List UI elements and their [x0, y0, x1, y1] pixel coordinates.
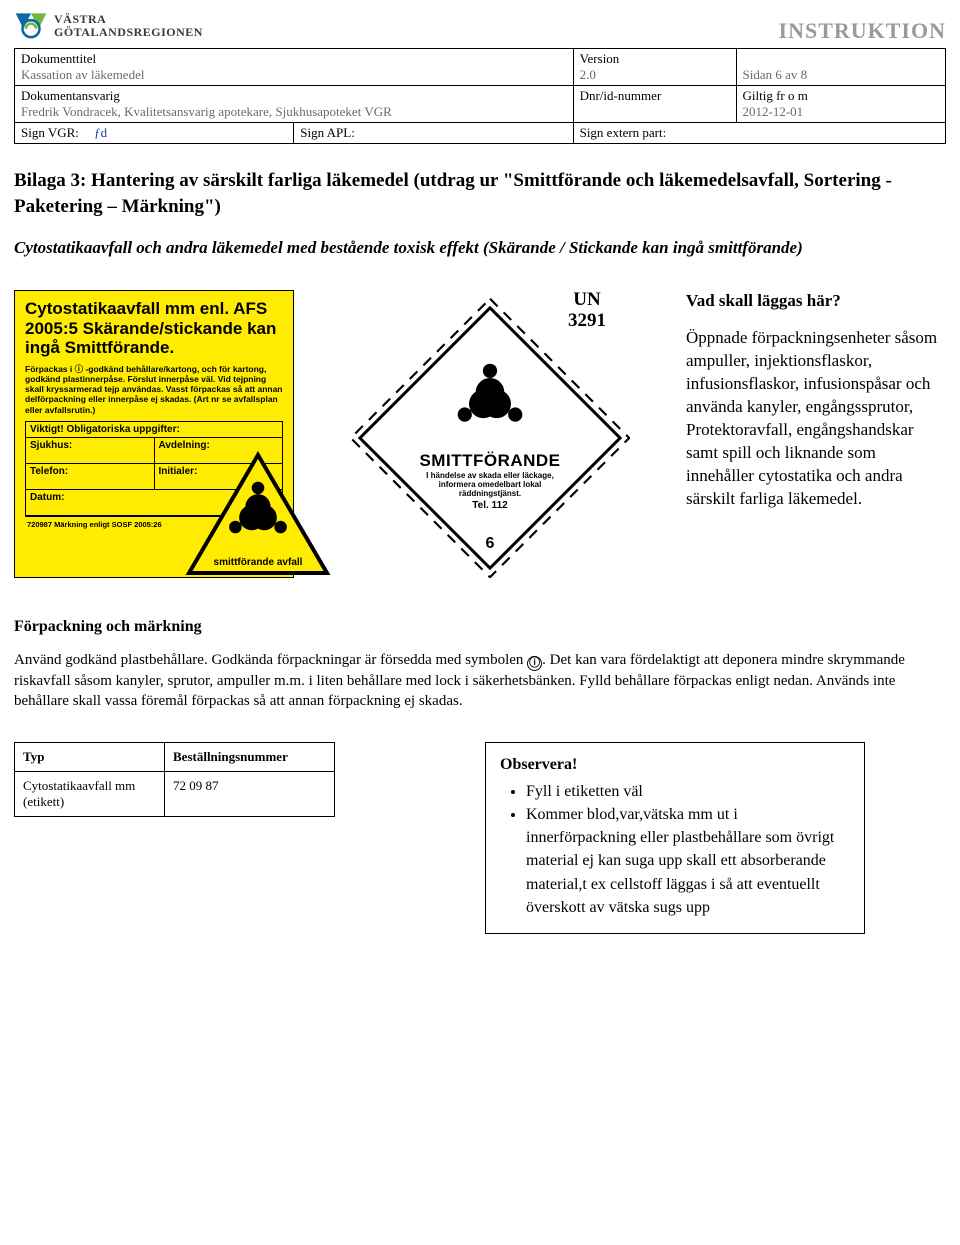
observe-box: Observera! Fyll i etiketten väl Kommer b…: [485, 742, 865, 934]
svg-text:Tel. 112: Tel. 112: [472, 500, 508, 511]
header-row: VÄSTRA GÖTALANDSREGIONEN INSTRUKTION: [14, 10, 946, 44]
yellow-waste-label: Cytostatikaavfall mm enl. AFS 2005:5 Skä…: [14, 290, 294, 578]
right-question: Vad skall läggas här?: [686, 290, 946, 313]
col-bestallning: Beställningsnummer: [165, 742, 335, 771]
bilaga-heading: Bilaga 3: Hantering av särskilt farliga …: [14, 168, 946, 219]
yellow-label-title: Cytostatikaavfall mm enl. AFS 2005:5 Skä…: [25, 299, 283, 358]
approved-symbol-icon: ⓘ: [527, 656, 542, 671]
version-label: Version: [580, 51, 620, 66]
bottom-row: Typ Beställningsnummer Cytostatikaavfall…: [14, 742, 946, 934]
valid-label: Giltig fr o m: [743, 88, 808, 103]
order-r1c2: 72 09 87: [165, 771, 335, 816]
doc-resp-label: Dokumentansvarig: [21, 88, 120, 103]
hazard-diamond-icon: SMITTFÖRANDE I händelse av skada eller l…: [350, 298, 630, 578]
observe-title: Observera!: [500, 753, 850, 776]
sign-ext-label: Sign extern part:: [580, 125, 667, 140]
doc-title: Kassation av läkemedel: [21, 67, 144, 82]
doc-title-label: Dokumenttitel: [21, 51, 96, 66]
instruktion-label: INSTRUKTION: [779, 18, 946, 44]
sign-vgr-label: Sign VGR:: [21, 125, 79, 140]
valid-date: 2012-12-01: [743, 104, 804, 119]
observe-bullet-1: Fyll i etiketten väl: [526, 780, 850, 803]
svg-text:6: 6: [486, 535, 495, 552]
doc-resp: Fredrik Vondracek, Kvalitetsansvarig apo…: [21, 104, 392, 119]
yellow-label-fineprint: Förpackas i ⓘ -godkänd behållare/kartong…: [25, 364, 283, 415]
logo-block: VÄSTRA GÖTALANDSREGIONEN: [14, 10, 203, 44]
signature-icon: ƒd: [94, 125, 107, 141]
triangle-text: smittförande avfall: [214, 557, 303, 568]
version-value: 2.0: [580, 67, 596, 82]
hazard-diamond-column: UN3291 SMITTFÖRANDE I händelse av skada …: [314, 290, 666, 578]
subheading: Cytostatikaavfall och andra läkemedel me…: [14, 237, 946, 260]
order-r1c1: Cytostatikaavfall mm (etikett): [15, 771, 165, 816]
packing-heading: Förpackning och märkning: [14, 618, 946, 636]
dnr-label: Dnr/id-nummer: [580, 88, 662, 103]
page-number: Sidan 6 av 8: [743, 67, 808, 82]
right-paragraph: Öppnade förpackningsenheter såsom ampull…: [686, 327, 946, 511]
form-telefon: Telefon:: [26, 464, 155, 489]
packing-paragraph: Använd godkänd plastbehållare. Godkända …: [14, 650, 946, 712]
order-table: Typ Beställningsnummer Cytostatikaavfall…: [14, 742, 335, 817]
form-sjukhus: Sjukhus:: [26, 438, 155, 463]
biohazard-triangle: smittförande avfall: [183, 449, 333, 583]
svg-text:informera omedelbart lokal: informera omedelbart lokal: [439, 480, 542, 489]
metadata-table: Dokumenttitel Kassation av läkemedel Ver…: [14, 48, 946, 144]
un-number: UN3291: [568, 290, 606, 332]
sign-apl-label: Sign APL:: [300, 125, 355, 140]
form-header: Viktigt! Obligatoriska uppgifter:: [26, 422, 282, 438]
vgr-logo-icon: [14, 10, 48, 44]
svg-text:SMITTFÖRANDE: SMITTFÖRANDE: [419, 451, 560, 470]
logo-text-2: GÖTALANDSREGIONEN: [54, 26, 203, 39]
observe-bullet-2: Kommer blod,var,vätska mm ut i innerförp…: [526, 803, 850, 919]
svg-text:räddningstjänst.: räddningstjänst.: [459, 489, 521, 498]
what-goes-here: Vad skall läggas här? Öppnade förpacknin…: [686, 290, 946, 578]
label-diagram-row: Cytostatikaavfall mm enl. AFS 2005:5 Skä…: [14, 290, 946, 578]
svg-text:I händelse av skada eller läck: I händelse av skada eller läckage,: [426, 471, 554, 480]
col-typ: Typ: [15, 742, 165, 771]
